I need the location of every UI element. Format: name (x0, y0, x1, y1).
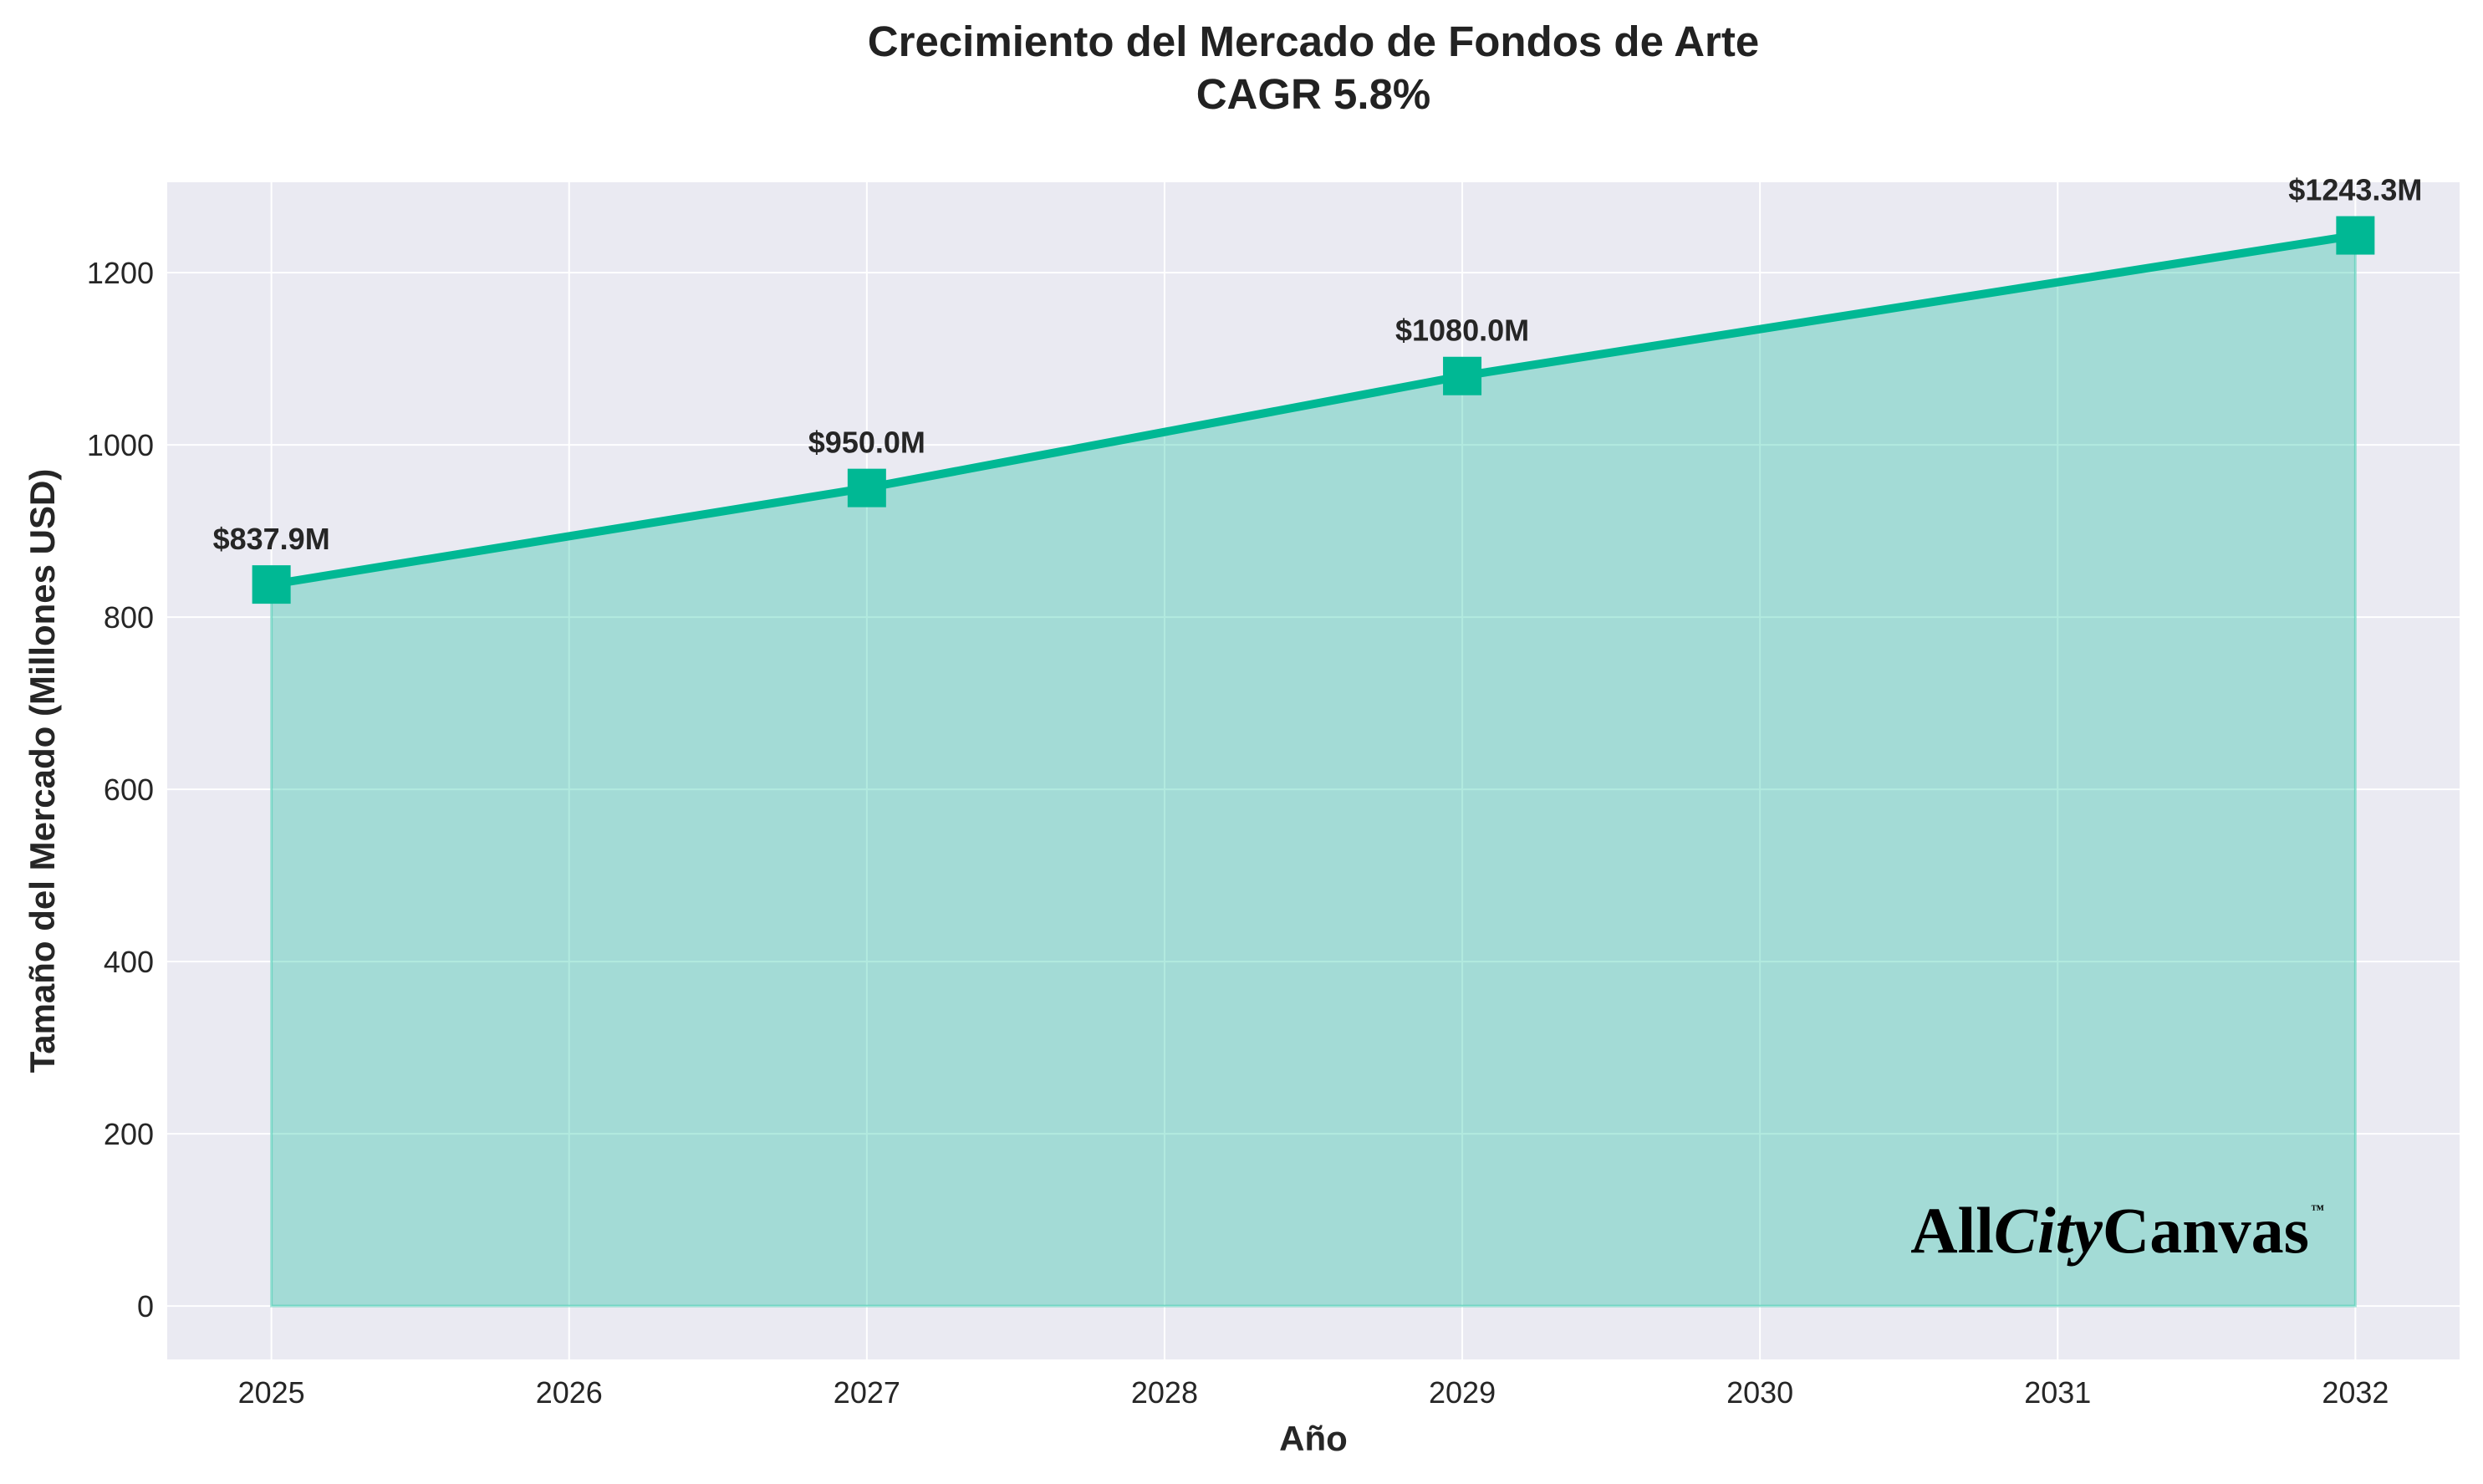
y-tick-label: 600 (104, 773, 154, 807)
brand-logo-all: All (1910, 1194, 1994, 1267)
series-line (267, 231, 2360, 589)
data-point-marker (847, 468, 886, 507)
label-layer: $837.9M $950.0M $1080.0M $1243.3M (213, 173, 2423, 557)
x-tick-label: 2029 (1429, 1375, 1496, 1410)
x-tick-label: 2028 (1131, 1375, 1198, 1410)
data-point-marker (1443, 356, 1482, 395)
brand-logo-tm: ™ (2311, 1203, 2324, 1217)
chart-title-line2: CAGR 5.8% (1196, 70, 1431, 118)
y-tick-label: 800 (104, 600, 154, 635)
y-tick-label: 400 (104, 945, 154, 979)
x-tick-label: 2030 (1726, 1375, 1793, 1410)
x-tick-label: 2027 (834, 1375, 900, 1410)
brand-logo-city: City (1994, 1194, 2103, 1267)
x-tick-label: 2025 (238, 1375, 305, 1410)
marker-layer (252, 216, 2375, 604)
y-tick-label: 1000 (87, 428, 154, 462)
data-label: $1243.3M (2288, 173, 2422, 207)
data-point-marker (2336, 216, 2375, 255)
x-tick-label: 2032 (2322, 1375, 2389, 1410)
y-tick-label: 0 (137, 1289, 154, 1323)
line-layer (267, 231, 2360, 589)
y-axis-label: Tamaño del Mercado (Millones USD) (23, 469, 62, 1073)
chart-title-line1: Crecimiento del Mercado de Fondos de Art… (868, 18, 1759, 65)
tick-layer: 2025 2026 2027 2028 2029 2030 2031 2032 0 200 400 6… (87, 256, 2389, 1410)
y-tick-label: 200 (104, 1117, 154, 1151)
x-tick-label: 2026 (536, 1375, 603, 1410)
data-label: $837.9M (213, 522, 330, 556)
data-point-marker (252, 565, 291, 604)
brand-logo-canvas: Canvas (2103, 1194, 2309, 1267)
y-tick-label: 1200 (87, 256, 154, 290)
plot-background (167, 182, 2460, 1359)
data-label: $950.0M (808, 426, 925, 460)
x-tick-label: 2031 (2024, 1375, 2091, 1410)
brand-logo: AllCityCanvas (1910, 1194, 2309, 1267)
data-label: $1080.0M (1395, 314, 1529, 348)
x-axis-label: Año (1279, 1419, 1348, 1458)
